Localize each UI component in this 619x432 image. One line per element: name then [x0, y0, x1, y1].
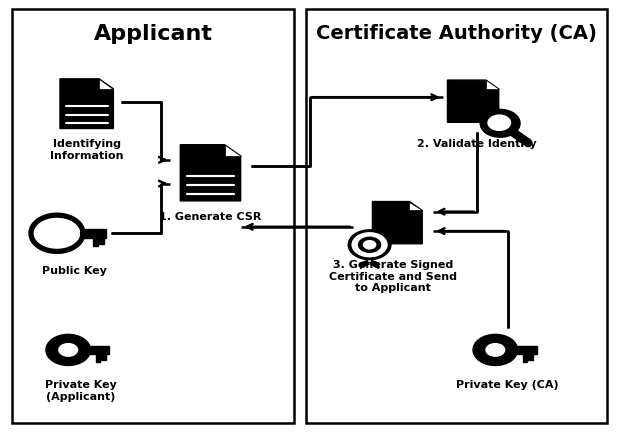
Polygon shape [486, 80, 499, 89]
Text: 3. Generate Signed
Certificate and Send
to Applicant: 3. Generate Signed Certificate and Send … [329, 260, 457, 293]
Text: Applicant: Applicant [93, 24, 213, 44]
Polygon shape [409, 202, 422, 210]
Text: 1. Generate CSR: 1. Generate CSR [159, 212, 262, 222]
Circle shape [358, 237, 381, 253]
Text: 2. Validate Identity: 2. Validate Identity [417, 139, 537, 149]
Bar [99, 238, 104, 244]
Bar [528, 354, 533, 359]
Polygon shape [225, 145, 241, 156]
Polygon shape [180, 145, 241, 201]
Bar [306, 9, 607, 423]
Circle shape [352, 232, 387, 257]
Text: Private Key (CA): Private Key (CA) [456, 380, 559, 390]
Circle shape [348, 230, 391, 260]
Text: Public Key: Public Key [42, 266, 106, 276]
Bar [12, 9, 294, 423]
Bar [514, 346, 537, 354]
Text: Private Key
(Applicant): Private Key (Applicant) [45, 380, 116, 402]
Polygon shape [60, 79, 113, 129]
Polygon shape [448, 80, 499, 122]
Bar [522, 354, 527, 362]
Circle shape [480, 109, 520, 137]
Polygon shape [373, 202, 422, 244]
Text: Certificate Authority (CA): Certificate Authority (CA) [316, 24, 597, 43]
Bar [83, 229, 106, 238]
Text: Identifying
Information: Identifying Information [50, 139, 123, 161]
Circle shape [473, 334, 517, 365]
Circle shape [46, 334, 90, 365]
Circle shape [363, 240, 376, 250]
Bar [93, 238, 98, 246]
Circle shape [485, 343, 505, 357]
Bar [95, 354, 100, 362]
Polygon shape [360, 260, 370, 270]
Bar [87, 346, 110, 354]
Polygon shape [99, 79, 113, 89]
Circle shape [58, 343, 78, 357]
Circle shape [487, 114, 511, 131]
Polygon shape [370, 260, 379, 270]
Bar [101, 354, 106, 359]
